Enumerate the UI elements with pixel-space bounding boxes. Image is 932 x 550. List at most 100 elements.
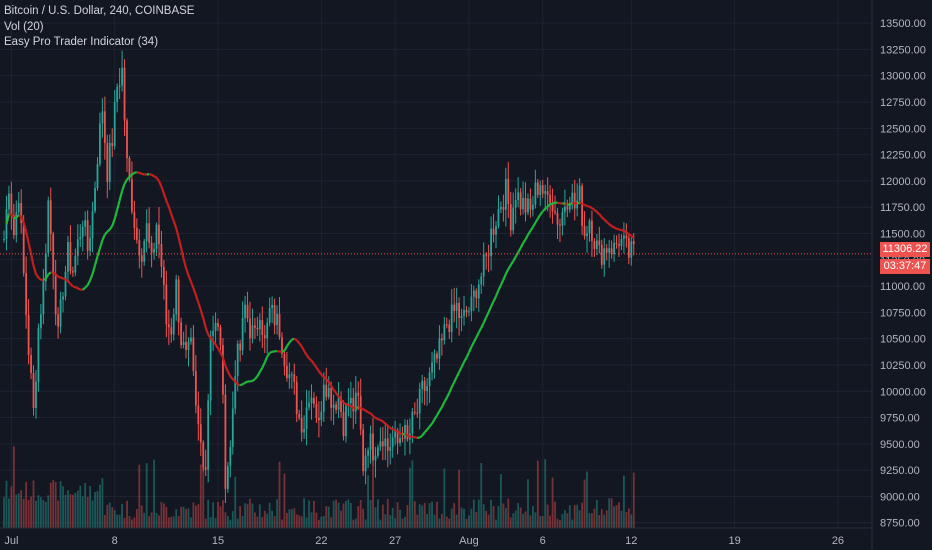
candle-body (170, 327, 173, 335)
ma-segment (69, 283, 74, 288)
candle-body (453, 304, 456, 311)
candle-body (126, 120, 128, 159)
ma-segment (197, 302, 202, 311)
candle-body (448, 324, 451, 332)
volume-study-label[interactable]: Vol (20) (4, 20, 44, 33)
candle-body (94, 188, 96, 212)
volume-bar (271, 510, 274, 528)
candle-body (153, 248, 155, 253)
volume-bar (281, 519, 283, 528)
y-tick-label: 12000.00 (880, 176, 926, 188)
candle-body (519, 192, 522, 210)
candle-body (396, 430, 399, 444)
volume-bar (204, 518, 207, 528)
ma-segment (485, 311, 490, 318)
candle-body (123, 67, 126, 121)
ma-segment (207, 333, 212, 339)
volume-bar (226, 516, 229, 528)
ma-segment (436, 410, 441, 417)
volume-bar (377, 499, 379, 528)
ma-segment (74, 286, 79, 290)
candle-body (305, 407, 308, 429)
volume-bar (158, 515, 160, 528)
candle-body (571, 192, 574, 204)
candle-body (286, 365, 288, 379)
volume-bar (500, 474, 502, 528)
candle-body (283, 353, 286, 366)
candle-body (615, 242, 618, 245)
candle-body (81, 226, 84, 237)
volume-bar (409, 467, 411, 528)
symbol-title[interactable]: Bitcoin / U.S. Dollar, 240, COINBASE (4, 5, 195, 17)
candle-body (148, 223, 151, 243)
candle-body (234, 376, 237, 409)
volume-bar (175, 509, 178, 528)
ma-segment (557, 201, 561, 205)
volume-bar (219, 506, 222, 528)
volume-bar (135, 509, 138, 528)
ma-segment (118, 190, 124, 201)
volume-bar (544, 458, 547, 528)
candle-body (25, 273, 28, 315)
candle-body (495, 225, 497, 235)
volume-bar (524, 511, 527, 528)
candle-body (630, 241, 633, 258)
ma-segment (317, 370, 323, 376)
candle-body (138, 240, 141, 256)
candle-body (145, 223, 148, 242)
ma-segment (72, 285, 76, 289)
ma-segment (134, 171, 138, 174)
ma-segment (377, 418, 381, 422)
candle-body (140, 255, 143, 262)
candle-body (308, 403, 310, 408)
y-tick-label: 10500.00 (880, 334, 926, 346)
volume-bar (455, 514, 458, 528)
candle-body (84, 220, 87, 227)
volume-bar (443, 468, 446, 528)
candle-body (241, 317, 244, 351)
ma-segment (445, 392, 451, 399)
ma-segment (242, 381, 246, 386)
candle-body (214, 323, 217, 332)
candle-body (40, 314, 42, 329)
ma-segment (605, 221, 610, 225)
y-tick-label: 9250.00 (880, 465, 920, 477)
volume-bar (286, 513, 288, 528)
ma-segment (502, 273, 507, 281)
volume-bar (603, 514, 606, 528)
ma-segment (47, 271, 52, 276)
candle-body (160, 244, 163, 267)
volume-bar (278, 461, 281, 528)
candle-body (529, 198, 532, 210)
ma-segment (581, 202, 586, 206)
volume-bar (224, 512, 227, 528)
indicator-study-label[interactable]: Easy Pro Trader Indicator (34) (4, 36, 159, 48)
ma-segment (136, 171, 140, 174)
candle-body (293, 374, 296, 382)
candle-body (244, 304, 246, 318)
candle-body (236, 343, 239, 377)
volume-bar (534, 512, 537, 528)
ma-segment (170, 213, 175, 222)
ma-segment (362, 408, 367, 412)
volume-bar (99, 484, 101, 528)
candle-body (586, 233, 588, 237)
ma-segment (379, 419, 384, 423)
candle-body (354, 392, 357, 412)
candle-body (546, 191, 549, 195)
ma-segment (5, 213, 10, 225)
indicator-line (5, 171, 635, 439)
ma-segment (123, 178, 128, 185)
ma-segment (113, 209, 119, 220)
volume-bar (337, 502, 340, 528)
volume-bar (330, 517, 333, 528)
volume-bar (293, 508, 296, 528)
candle-body (64, 271, 67, 297)
volume-bar (288, 509, 291, 528)
ma-segment (303, 350, 308, 356)
ma-segment (25, 231, 30, 244)
ma-segment (153, 175, 158, 179)
ma-segment (131, 171, 136, 176)
volume-bar (536, 460, 539, 528)
